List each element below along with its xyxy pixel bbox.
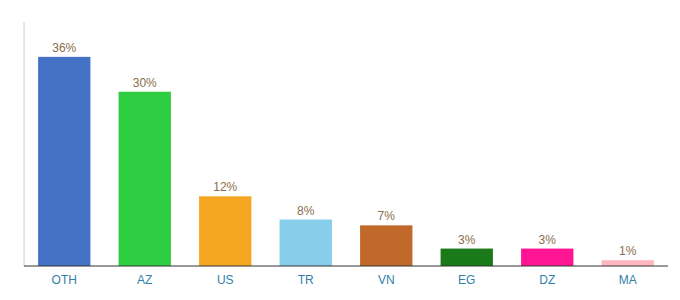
data-label: 12% [213, 180, 237, 194]
data-label: 1% [619, 244, 637, 258]
data-label: 3% [458, 233, 476, 247]
bar [441, 249, 493, 266]
data-label: 7% [378, 209, 396, 223]
data-label: 36% [52, 41, 76, 55]
bar [521, 249, 573, 266]
data-label: 30% [133, 76, 157, 90]
x-axis-line [24, 266, 668, 267]
x-tick-label: DZ [539, 273, 555, 287]
x-tick-label: TR [298, 273, 314, 287]
x-tick-label: AZ [137, 273, 152, 287]
bar [38, 57, 90, 266]
x-tick-label: MA [619, 273, 637, 287]
bar [199, 196, 251, 266]
x-tick-labels: OTH AZ US TR VN EG DZ MA [52, 273, 637, 287]
bar [280, 220, 332, 266]
data-label: 3% [539, 233, 557, 247]
x-tick-label: EG [458, 273, 475, 287]
data-labels: 36% 30% 12% 8% 7% 3% 3% 1% [52, 41, 637, 258]
bar [360, 225, 412, 266]
y-axis-line [24, 22, 25, 266]
x-tick-label: US [217, 273, 234, 287]
bars [38, 57, 654, 266]
chart: 36% 30% 12% 8% 7% 3% 3% 1% OTH AZ US TR VN EG DZ MA [0, 0, 680, 300]
bar [602, 260, 654, 266]
chart-container: 36% 30% 12% 8% 7% 3% 3% 1% OTH AZ US TR VN EG DZ MA [0, 0, 680, 300]
bar [119, 92, 171, 266]
data-label: 8% [297, 204, 315, 218]
x-tick-label: OTH [52, 273, 77, 287]
x-tick-label: VN [378, 273, 395, 287]
